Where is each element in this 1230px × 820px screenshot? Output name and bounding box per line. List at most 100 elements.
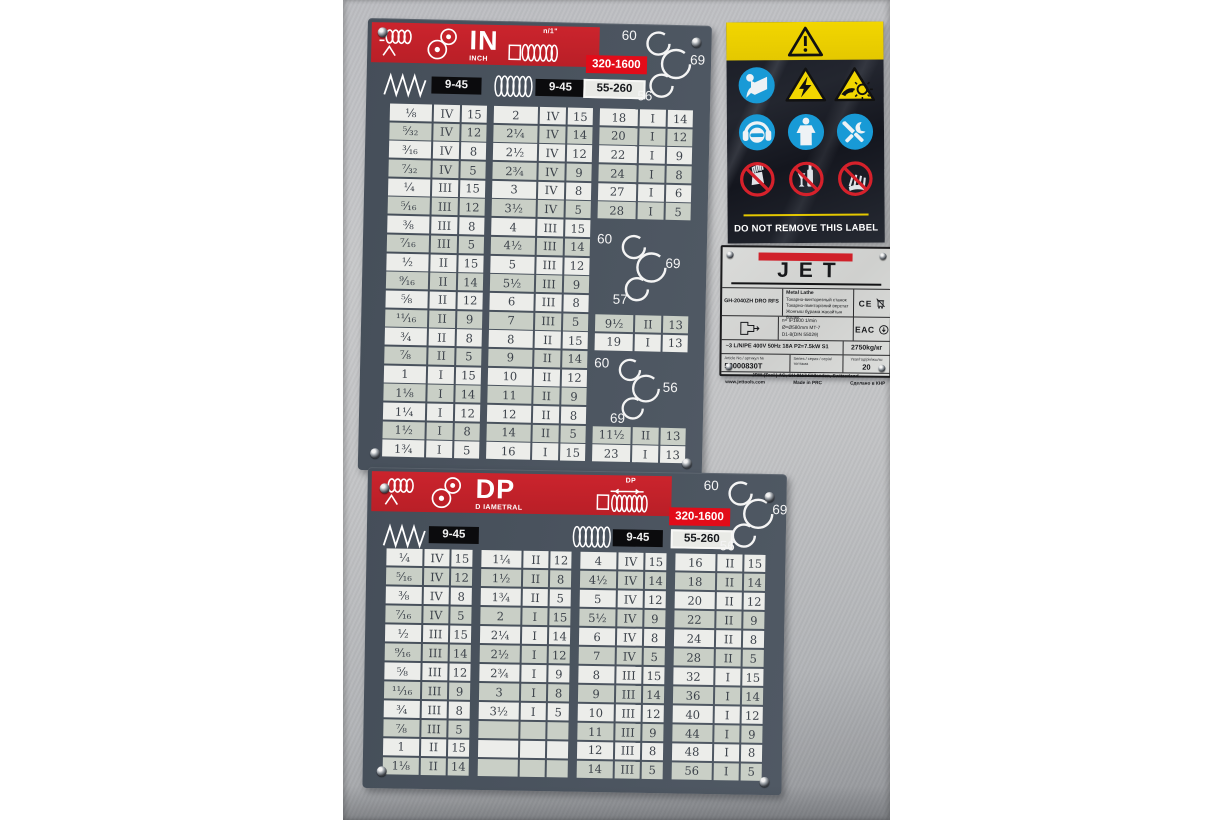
dp-plate-header-band: DP D IAMETRAL DP	[371, 471, 672, 517]
lathe-chuck-icon	[722, 316, 778, 340]
lever-number-cell: 9	[548, 665, 570, 683]
column-spacer	[472, 664, 477, 681]
thread-size-cell: 24	[598, 164, 637, 183]
gearbox-position-cell: II	[522, 588, 548, 607]
gearbox-position-cell: I	[631, 445, 659, 463]
entanglement-hazard-icon	[833, 67, 875, 102]
table-row: 7 IV 5 28 II 5	[578, 646, 764, 668]
gearbox-position-cell: IV	[538, 144, 566, 162]
inch-table-group3-bottom: 11½ II 13 23 I 13	[591, 425, 686, 464]
article-label: Article No./ артикул №	[724, 355, 764, 361]
lever-number-cell: 15	[451, 549, 473, 568]
lever-number-cell: 12	[450, 568, 473, 587]
lever-number-cell: 8	[549, 570, 572, 588]
lever-number-cell: 8	[547, 684, 570, 702]
gearbox-position-cell: II	[534, 331, 561, 349]
gearbox-position-cell: I	[713, 743, 740, 762]
lever-number-cell: 9	[642, 723, 664, 742]
thread-size-cell: ¼	[387, 178, 431, 197]
table-row: 20 I 12	[599, 126, 693, 147]
serial-row: Article No./ артикул № 50000830T Series …	[721, 354, 890, 374]
weight-value: 2750kg/кг	[842, 341, 890, 355]
lever-number-cell: 8	[742, 630, 765, 649]
table-row: 1 I 15	[383, 365, 482, 385]
gearbox-position-cell: II	[715, 630, 742, 648]
column-spacer	[668, 591, 673, 608]
column-spacer	[668, 572, 673, 589]
thread-size-cell: ⁷⁄₁₆	[385, 605, 422, 624]
wear-ear-eye-protection-icon	[738, 114, 775, 151]
lever-number-cell: 5	[641, 761, 663, 780]
gearbox-position-cell: II	[430, 253, 457, 272]
gearbox-position-cell: II	[429, 310, 456, 328]
gearbox-position-cell: I	[427, 384, 454, 403]
lever-number-cell: 9	[566, 163, 592, 182]
gearbox-position-cell: IV	[618, 552, 644, 571]
gear-train-diagram: 60 69 56	[703, 478, 788, 553]
lever-number-cell: 5	[565, 200, 591, 219]
table-row: ⅝ III 12 2¾ I 9	[384, 662, 570, 683]
lever-number-cell: 15	[461, 105, 488, 123]
lever-number-cell: 14	[455, 385, 481, 403]
product-row: GH-2040ZH DRO RFS Metal Lathe Токарно-ви…	[721, 288, 890, 320]
lever-number-cell: 6	[665, 184, 692, 203]
table-row: 11 III 9 44 I 9	[577, 722, 763, 744]
gearbox-position-cell: I	[639, 127, 666, 146]
lever-number-cell: 12	[564, 257, 590, 275]
dp-subtitle-text: D IAMETRAL	[475, 503, 523, 512]
thread-size-cell: ³⁄₁₆	[388, 140, 432, 159]
thread-size-cell: 2	[493, 105, 539, 124]
thread-size-cell: 6	[489, 292, 534, 311]
lever-number-cell: 8	[456, 329, 482, 347]
gearbox-position-cell: III	[431, 216, 458, 235]
gearbox-position-cell	[519, 759, 545, 778]
lever-number-cell: 14	[743, 573, 766, 592]
gearbox-position-cell: IV	[432, 141, 460, 160]
lever-number-cell: 15	[458, 254, 484, 273]
dp-table-right: 4 IV 15 16 II 15 4½ IV 14 18 II 14	[576, 551, 766, 783]
leadscrew-label: n/1"	[543, 27, 558, 36]
lever-number-cell: 8	[454, 422, 480, 441]
thread-size-cell: ⁷⁄₃₂	[388, 159, 431, 178]
year-label: Year/год/рік/жылы	[850, 356, 883, 362]
lever-number-cell: 5	[742, 649, 764, 668]
lever-number-cell: 15	[447, 739, 470, 757]
lever-number-cell: 12	[454, 404, 481, 422]
diametral-pitch-icon-wrap: DP	[595, 477, 653, 514]
lever-number-cell: 15	[562, 331, 588, 350]
thread-size-cell: 2¼	[479, 625, 521, 644]
gearbox-position-cell: III	[615, 704, 641, 722]
table-row: 12 II 8	[486, 404, 587, 425]
lever-number-cell: 15	[455, 366, 482, 385]
wear-protective-clothing-icon	[787, 113, 824, 151]
inch-table-group3-mid: 9½ II 13 19 I 13	[594, 314, 689, 353]
thread-size-cell: 11	[487, 386, 532, 405]
lever-number-cell: 8	[450, 587, 472, 606]
thread-size-cell: ¾	[383, 700, 420, 719]
gearbox-position-cell: IV	[537, 181, 565, 200]
gearbox-position-cell	[519, 740, 546, 759]
lever-number-cell: 15	[643, 666, 665, 685]
table-row: 1¾ I 5	[382, 439, 480, 460]
lever-number-cell: 5	[560, 425, 586, 443]
table-row: ⁵⁄₃₂ IV 12	[389, 122, 487, 142]
gearbox-position-cell: I	[427, 366, 455, 384]
thread-cutting-icon	[379, 476, 420, 507]
table-row: 24 I 8	[598, 164, 692, 184]
thread-size-cell: 4	[491, 217, 536, 236]
lever-number-cell: 8	[666, 165, 692, 184]
thread-size-cell: 40	[672, 705, 713, 724]
thread-size-cell: ¾	[384, 327, 427, 346]
inch-subtitle-text: INCH	[469, 54, 488, 63]
gearbox-position-cell: IV	[424, 548, 450, 567]
table-row: 12 III 8 48 I 8	[576, 741, 763, 763]
thread-size-cell	[477, 739, 519, 758]
thread-size-cell: 2	[480, 606, 521, 625]
lever-number-cell: 5	[549, 589, 571, 607]
gearbox-position-cell: II	[634, 315, 662, 333]
table-row: 4 IV 15 16 II 15	[580, 551, 766, 573]
table-row: 22 I 9	[598, 145, 693, 165]
table-row: ⅜ III 8	[387, 215, 485, 235]
gearbox-position-cell: I	[637, 183, 665, 202]
lever-number-cell: 14	[644, 571, 667, 590]
